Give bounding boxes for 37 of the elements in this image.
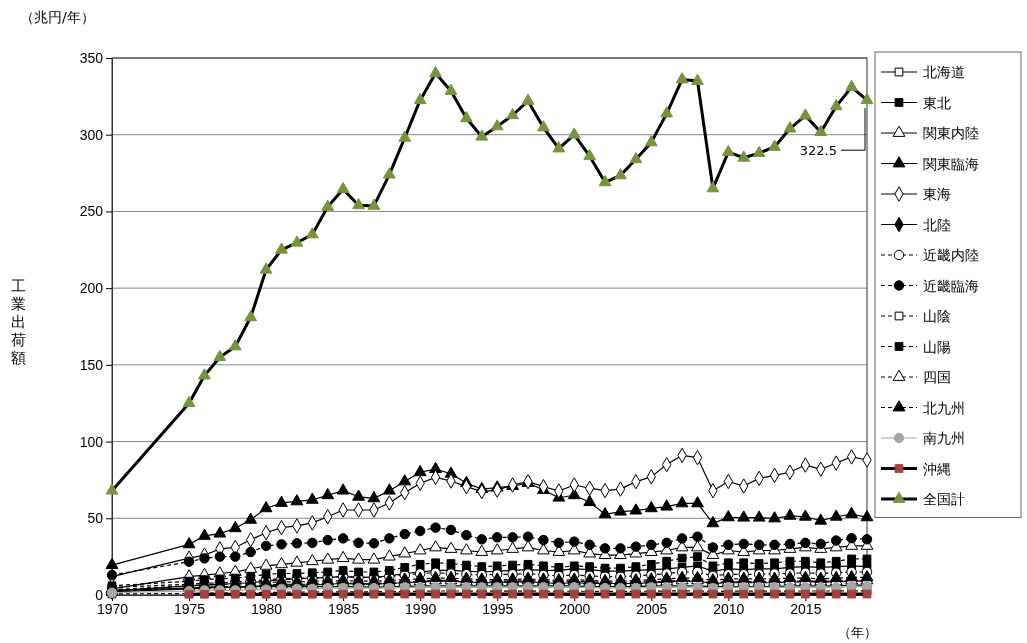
legend-label: 南九州 (923, 430, 965, 446)
x-tick-label: 2010 (713, 600, 745, 617)
legend-label: 関東臨海 (923, 155, 979, 172)
legend-label: 北海道 (923, 64, 965, 80)
x-tick-label: 1985 (328, 600, 360, 617)
legend-label: 近畿内陸 (923, 247, 979, 263)
legend-label: 東北 (923, 94, 951, 111)
x-tick-label: 2015 (790, 600, 822, 617)
legend-label: 関東内陸 (923, 125, 979, 141)
x-tick-label: 1990 (405, 600, 437, 617)
y-tick-label: 100 (79, 433, 104, 450)
y-tick-label: 0 (95, 586, 104, 603)
legend-label: 山陽 (923, 338, 951, 355)
x-tick-label: 1995 (482, 600, 514, 617)
legend-label: 近畿臨海 (923, 277, 979, 294)
x-tick-label: 2005 (636, 600, 668, 617)
legend-label: 沖縄 (923, 460, 951, 477)
y-tick-label: 150 (79, 356, 104, 373)
y-tick-label: 50 (87, 510, 104, 527)
legend-label: 北九州 (923, 399, 965, 416)
legend-label: 北陸 (923, 216, 951, 233)
x-tick-label: 1975 (173, 600, 206, 617)
x-tick-label: 1980 (251, 600, 283, 617)
x-axis-title: （年） (838, 625, 877, 640)
y-tick-label: 200 (79, 280, 104, 297)
y-tick-label: 250 (79, 203, 104, 220)
legend-label: 山陰 (923, 308, 951, 324)
annotation: 322.5 (799, 143, 837, 159)
x-tick-label: 1970 (96, 600, 129, 617)
text: （兆円/年） (20, 9, 95, 25)
y-tick-label: 350 (79, 49, 104, 66)
x-tick-label: 2000 (559, 600, 591, 617)
legend-label: 全国計 (923, 491, 965, 507)
legend-label: 四国 (923, 369, 951, 385)
y-tick-label: 300 (79, 126, 104, 143)
legend-label: 東海 (923, 186, 951, 202)
y-axis-title: 工業出荷額 (10, 276, 26, 367)
